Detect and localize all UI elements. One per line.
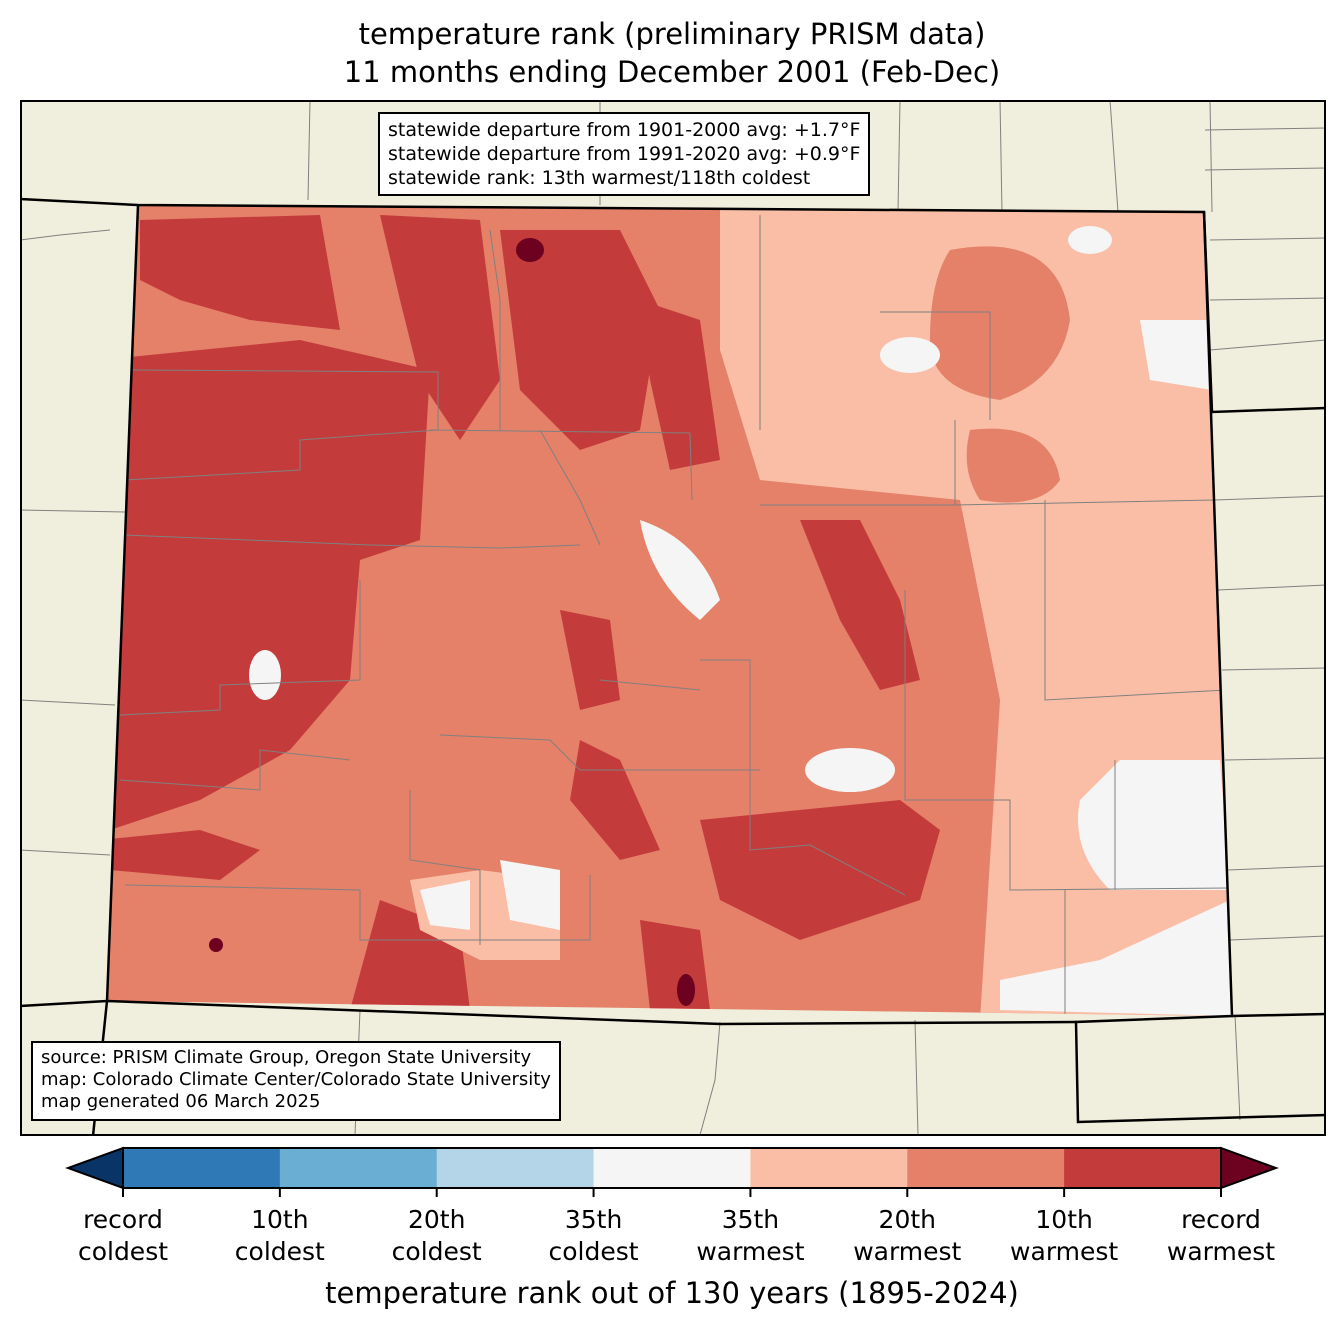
colorbar-tick-label: 35th coldest	[514, 1204, 674, 1268]
stats-line-2: statewide departure from 1991-2020 avg: …	[388, 143, 861, 165]
colorbar-extend-low	[65, 1146, 124, 1190]
colorbar-outline	[122, 1147, 1222, 1189]
colorbar-segment	[436, 1148, 595, 1188]
colorbar-tick-label: 10th warmest	[984, 1204, 1144, 1268]
tick-label-line1: 10th	[1035, 1205, 1093, 1234]
colorbar-tick-label: record warmest	[1141, 1204, 1301, 1268]
colorbar-title: temperature rank out of 130 years (1895-…	[325, 1276, 1019, 1310]
chart-subtitle: 11 months ending December 2001 (Feb-Dec)	[343, 55, 1001, 89]
colorbar-segment	[279, 1148, 438, 1188]
map-frame	[20, 100, 1326, 1136]
tick-label-line2: coldest	[391, 1237, 482, 1266]
tick-label-line1: 35th	[721, 1205, 780, 1234]
colorbar-segment	[750, 1148, 908, 1188]
colorbar-tick-label: 20th warmest	[827, 1204, 987, 1268]
stats-line-3: statewide rank: 13th warmest/118th colde…	[388, 167, 811, 189]
tick-label-line1: 20th	[878, 1205, 937, 1234]
source-line-1: source: PRISM Climate Group, Oregon Stat…	[41, 1047, 532, 1068]
tick-label-line2: warmest	[853, 1237, 962, 1266]
tick-label-line2: warmest	[1010, 1237, 1119, 1266]
neighbor-county-lines	[20, 100, 1326, 1136]
colorbar-segment	[1064, 1148, 1222, 1188]
colorbar-tick-label: record coldest	[43, 1204, 203, 1268]
statewide-stats-box: statewide departure from 1901-2000 avg: …	[378, 112, 871, 196]
colorbar-segment	[907, 1148, 1065, 1188]
colorbar-tick-label: 35th warmest	[670, 1204, 830, 1268]
colorbar-tick-label: 20th coldest	[357, 1204, 517, 1268]
colorbar-segment	[593, 1148, 751, 1188]
source-line-3: map generated 06 March 2025	[41, 1091, 321, 1112]
tick-label-line1: record	[1181, 1205, 1261, 1234]
tick-label-line1: 35th	[564, 1205, 623, 1234]
colorbar-tick-label: 10th coldest	[200, 1204, 360, 1268]
source-line-2: map: Colorado Climate Center/Colorado St…	[41, 1069, 551, 1090]
tick-label-line2: coldest	[77, 1237, 169, 1266]
tick-label-line2: coldest	[548, 1237, 639, 1266]
tick-label-line1: 10th	[251, 1205, 309, 1234]
colorbar-extend-high	[1220, 1146, 1279, 1190]
colorbar-segment	[123, 1148, 281, 1188]
tick-label-line1: 20th	[407, 1205, 466, 1234]
tick-label-line2: warmest	[696, 1237, 805, 1266]
county-lines	[119, 215, 1231, 1016]
source-box: source: PRISM Climate Group, Oregon Stat…	[31, 1041, 561, 1121]
stats-line-1: statewide departure from 1901-2000 avg: …	[388, 119, 861, 141]
chart-title: temperature rank (preliminary PRISM data…	[358, 17, 986, 51]
tick-label-line2: coldest	[234, 1237, 325, 1266]
map-panel	[20, 100, 1326, 1136]
tick-label-line2: warmest	[1166, 1237, 1276, 1266]
temperature-rank-field	[107, 205, 1232, 1016]
colorbar	[65, 1146, 1279, 1197]
tick-label-line1: record	[83, 1205, 163, 1234]
